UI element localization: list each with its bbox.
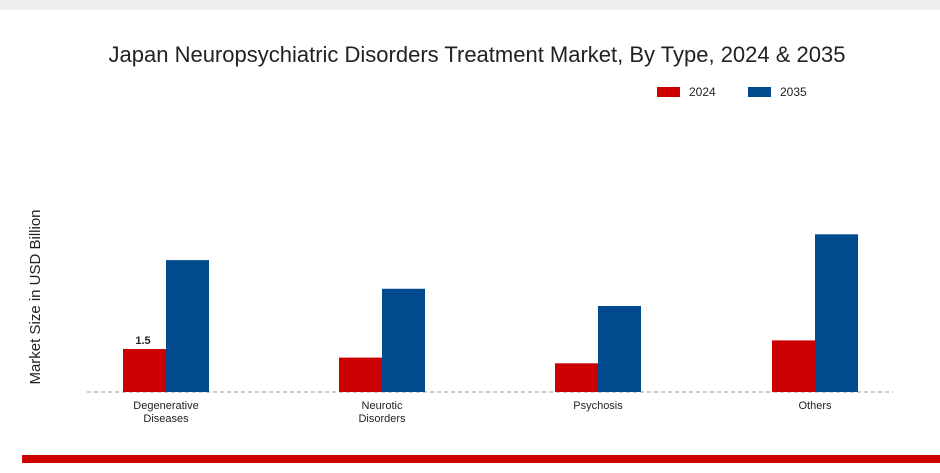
bar — [598, 305, 641, 392]
x-tick-label: Others — [798, 400, 832, 412]
bar — [123, 348, 166, 392]
x-tick-label: Degenerative Diseases — [133, 400, 199, 425]
bar — [815, 234, 858, 392]
bar — [772, 340, 815, 392]
top-strip — [0, 0, 940, 10]
bottom-strip — [22, 455, 940, 463]
value-label: 1.5 — [135, 335, 150, 347]
bar — [166, 260, 209, 392]
y-axis-label: Market Size in USD Billion — [27, 209, 44, 384]
bar — [339, 357, 382, 392]
legend-label: 2035 — [780, 85, 807, 99]
x-tick-label: Neurotic Disorders — [358, 400, 406, 425]
legend-swatch — [657, 87, 680, 97]
x-tick-label: Psychosis — [573, 400, 623, 412]
bar — [382, 288, 425, 392]
bar — [555, 363, 598, 392]
chart-title: Japan Neuropsychiatric Disorders Treatme… — [109, 42, 846, 67]
legend-label: 2024 — [689, 85, 716, 99]
legend-swatch — [748, 87, 771, 97]
